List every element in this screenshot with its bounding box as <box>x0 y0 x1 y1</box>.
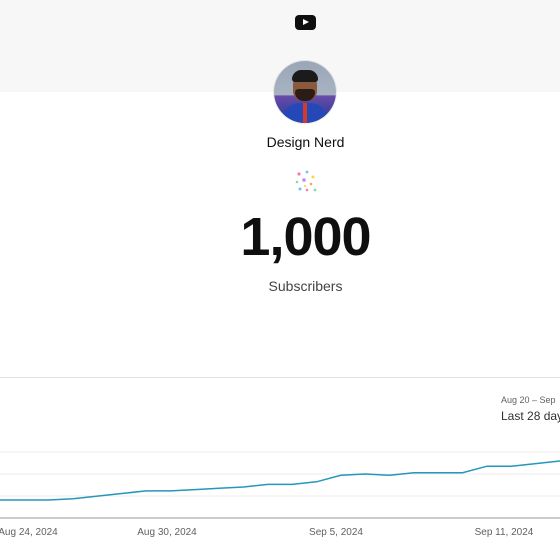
chart-divider <box>0 377 560 378</box>
subscriber-count: 1,000 <box>240 207 371 267</box>
subscribers-series-line <box>0 460 560 501</box>
channel-name[interactable]: Design Nerd <box>266 134 345 150</box>
celebration-confetti-icon <box>295 170 317 192</box>
x-tick-label: Aug 24, 2024 <box>0 527 58 538</box>
x-tick-label: Aug 30, 2024 <box>137 527 197 538</box>
subscribers-line-chart: Aug 24, 2024 Aug 30, 2024 Sep 5, 2024 Sep 1… <box>0 451 560 538</box>
x-tick-label: Sep 5, 2024 <box>309 527 363 538</box>
avatar-shirt <box>282 103 328 123</box>
chart-date-range: Aug 20 – Sep <box>501 395 556 405</box>
subscriber-label: Subscribers <box>268 278 343 294</box>
x-tick-label: Sep 11, 2024 <box>475 527 534 538</box>
channel-avatar[interactable] <box>274 61 336 123</box>
avatar-beard <box>295 89 315 101</box>
youtube-play-icon[interactable] <box>295 15 316 30</box>
chart-period[interactable]: Last 28 day <box>501 409 560 423</box>
avatar-hair <box>292 70 318 82</box>
